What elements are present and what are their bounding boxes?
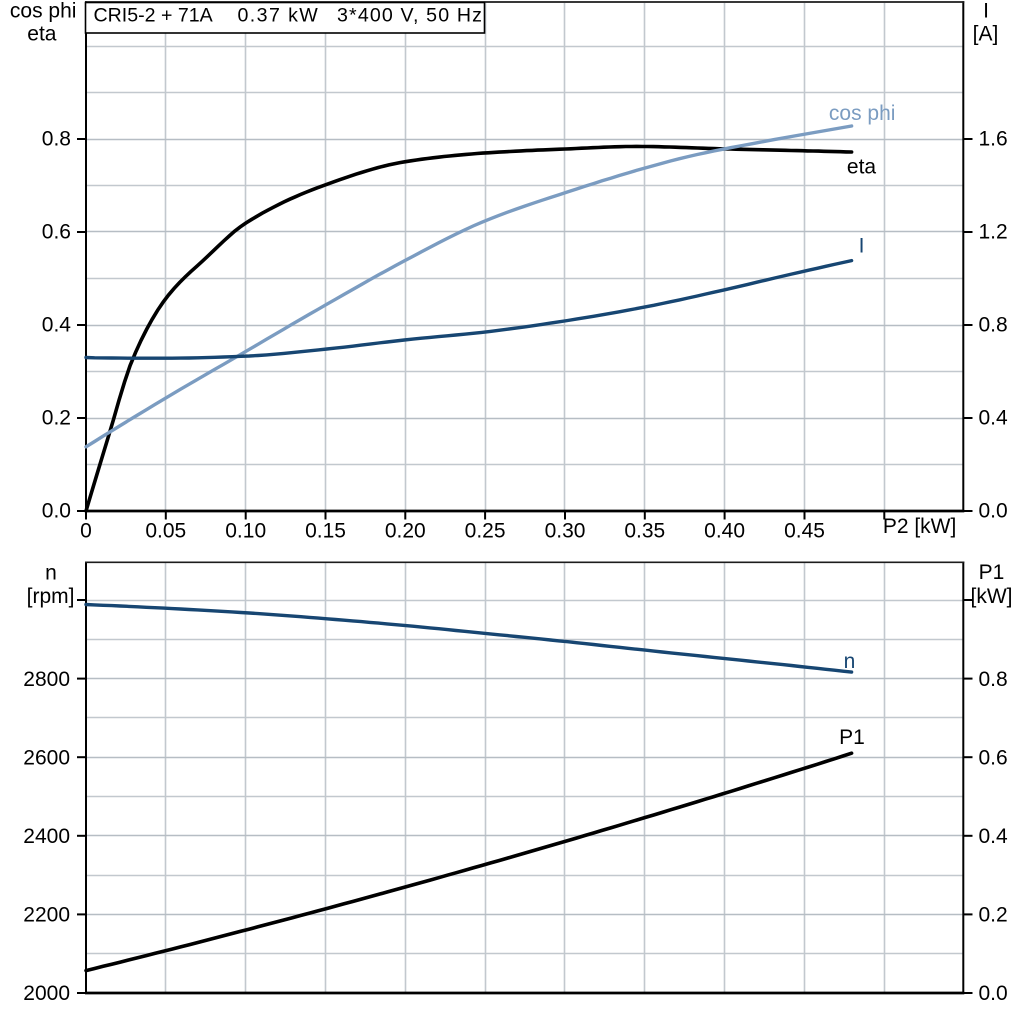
- svg-text:2800: 2800: [23, 668, 70, 691]
- svg-text:0.45: 0.45: [784, 520, 825, 543]
- svg-text:eta: eta: [847, 156, 877, 179]
- svg-text:0.8: 0.8: [979, 668, 1008, 691]
- svg-text:2000: 2000: [23, 982, 70, 1005]
- svg-text:0.2: 0.2: [42, 406, 71, 429]
- svg-text:[A]: [A]: [973, 22, 999, 45]
- svg-text:0.05: 0.05: [145, 520, 186, 543]
- svg-text:2200: 2200: [23, 904, 70, 927]
- svg-text:0.4: 0.4: [979, 825, 1009, 848]
- svg-text:0.0: 0.0: [979, 982, 1008, 1005]
- svg-text:0.15: 0.15: [305, 520, 346, 543]
- svg-text:[rpm]: [rpm]: [27, 585, 75, 608]
- svg-text:0.8: 0.8: [979, 313, 1008, 336]
- svg-text:P1: P1: [839, 726, 865, 749]
- svg-text:0.6: 0.6: [979, 746, 1008, 769]
- svg-text:0.10: 0.10: [225, 520, 266, 543]
- svg-text:0.6: 0.6: [42, 220, 71, 243]
- svg-text:P1: P1: [979, 561, 1005, 584]
- svg-text:0.40: 0.40: [704, 520, 745, 543]
- svg-text:0.20: 0.20: [385, 520, 426, 543]
- svg-text:0.0: 0.0: [42, 499, 71, 522]
- svg-text:CRI5-2 + 71A: CRI5-2 + 71A: [94, 4, 214, 26]
- svg-text:0.37 kW: 0.37 kW: [238, 4, 320, 26]
- svg-text:eta: eta: [27, 23, 57, 46]
- svg-text:cos phi: cos phi: [829, 102, 896, 125]
- svg-text:I: I: [859, 235, 865, 258]
- svg-text:cos phi: cos phi: [10, 0, 77, 23]
- svg-text:2600: 2600: [23, 746, 70, 769]
- svg-text:1.6: 1.6: [979, 127, 1008, 150]
- svg-text:n: n: [45, 561, 57, 584]
- svg-text:2400: 2400: [23, 825, 70, 848]
- svg-text:0.35: 0.35: [624, 520, 665, 543]
- svg-text:3*400 V, 50 Hz: 3*400 V, 50 Hz: [337, 4, 483, 26]
- svg-text:0.4: 0.4: [42, 313, 72, 336]
- svg-text:n: n: [844, 650, 856, 673]
- svg-text:[kW]: [kW]: [971, 585, 1013, 608]
- svg-text:0.30: 0.30: [545, 520, 586, 543]
- svg-text:0.8: 0.8: [42, 127, 71, 150]
- svg-text:I: I: [983, 0, 989, 23]
- svg-text:0.25: 0.25: [465, 520, 506, 543]
- svg-text:0.2: 0.2: [979, 904, 1008, 927]
- svg-text:0: 0: [80, 520, 92, 543]
- svg-text:0.0: 0.0: [979, 499, 1008, 522]
- svg-text:1.2: 1.2: [979, 220, 1008, 243]
- svg-text:P2 [kW]: P2 [kW]: [883, 515, 957, 538]
- svg-text:0.4: 0.4: [979, 406, 1009, 429]
